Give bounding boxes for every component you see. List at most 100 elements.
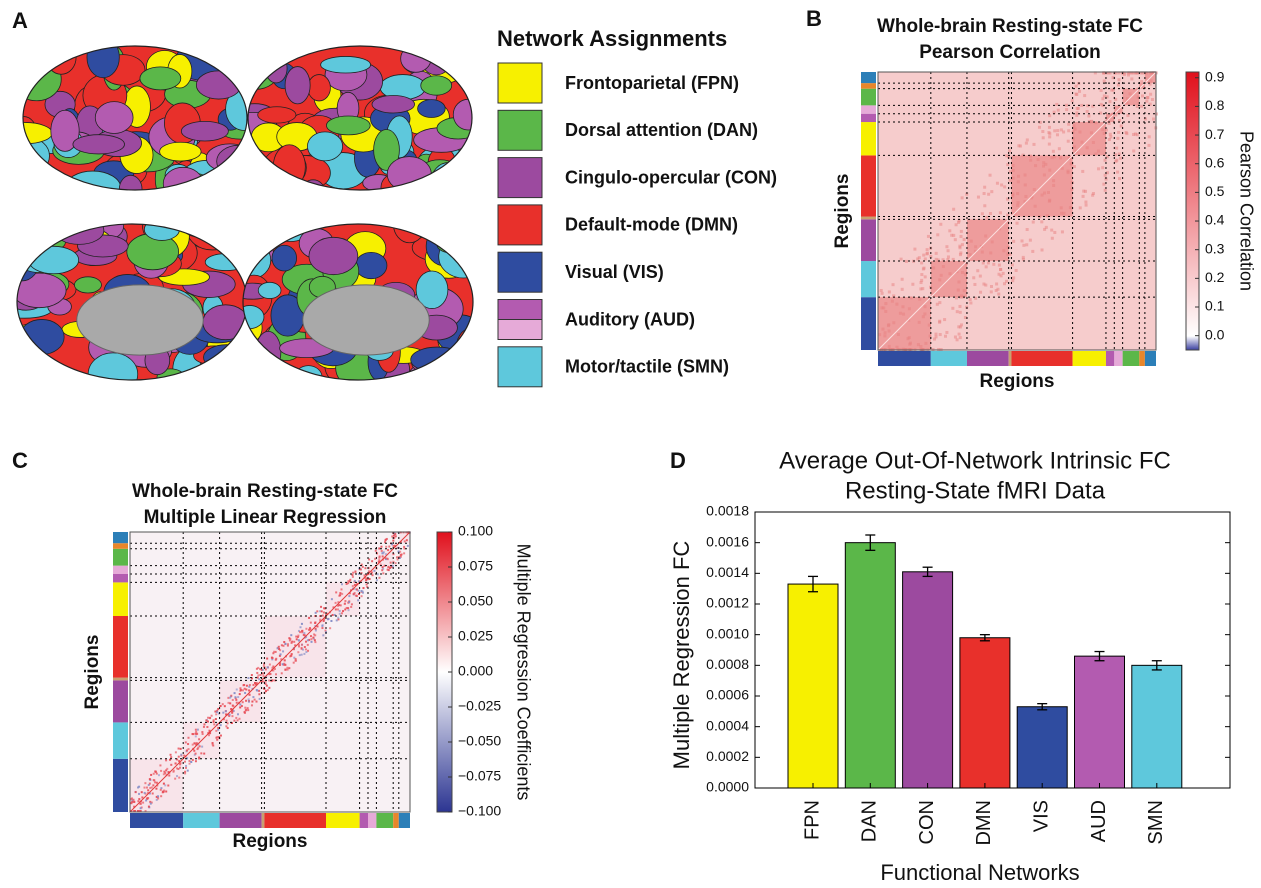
legend-swatch <box>497 346 543 388</box>
heatmap-cell <box>209 732 212 735</box>
heatmap-cell <box>299 631 302 634</box>
heatmap-cell <box>371 560 374 563</box>
heatmap-cell <box>260 668 263 671</box>
heatmap-cell <box>288 667 291 670</box>
network-strip <box>261 813 265 828</box>
heatmap-cell <box>1117 152 1121 156</box>
heatmap-cell <box>901 305 905 309</box>
x-tick-label: VIS <box>1030 800 1052 832</box>
heatmap-cell <box>357 573 360 576</box>
heatmap-cell <box>1084 203 1088 207</box>
heatmap-cell <box>999 268 1003 272</box>
heatmap-cell <box>960 196 964 200</box>
brain-parcel <box>307 74 331 102</box>
heatmap-cell <box>917 320 921 324</box>
heatmap-cell <box>962 289 966 293</box>
heatmap-cell <box>1028 154 1032 158</box>
heatmap-cell <box>1110 113 1114 117</box>
heatmap-cell <box>1008 149 1012 153</box>
heatmap-cell <box>1020 239 1024 243</box>
heatmap-cell <box>898 311 902 315</box>
heatmap-cell <box>151 792 154 795</box>
brain-parcel <box>371 95 415 114</box>
heatmap-cell <box>330 620 333 623</box>
heatmap-cell <box>164 772 167 775</box>
heatmap-cell <box>1147 143 1151 147</box>
heatmap-cell <box>1108 132 1112 136</box>
heatmap-cell <box>352 571 355 574</box>
brain-parcel <box>420 75 453 96</box>
panel-label: B <box>806 6 822 31</box>
heatmap-cell <box>314 621 317 624</box>
y-tick-label: 0.0014 <box>706 564 749 580</box>
brain-parcel <box>74 276 102 294</box>
heatmap-cell <box>1055 133 1059 137</box>
heatmap-cell <box>397 546 400 549</box>
legend-swatch <box>497 62 543 104</box>
heatmap-cell <box>282 644 285 647</box>
heatmap-cell <box>916 343 920 347</box>
heatmap-cell <box>913 247 917 251</box>
heatmap-cell <box>250 677 253 680</box>
heatmap-cell <box>193 749 196 752</box>
heatmap-cell <box>253 698 256 701</box>
heatmap-cell <box>280 672 283 675</box>
network-strip <box>376 813 394 828</box>
heatmap-cell <box>1040 220 1044 224</box>
heatmap-cell <box>979 290 983 294</box>
heatmap-cell <box>982 192 986 196</box>
x-axis-label: Regions <box>233 831 308 852</box>
colorbar-tick-label: 0.1 <box>1205 298 1225 314</box>
brain-parcel <box>186 224 238 251</box>
heatmap-cell <box>145 799 148 802</box>
network-strip <box>861 297 876 350</box>
heatmap-cell <box>139 802 142 805</box>
heatmap-cell <box>1105 171 1109 175</box>
heatmap-cell <box>1109 135 1113 139</box>
heatmap-cell <box>982 282 986 286</box>
heatmap-cell <box>300 643 303 646</box>
heatmap-cell <box>918 297 922 301</box>
heatmap-cell <box>314 641 317 644</box>
heatmap-cell <box>1084 200 1088 204</box>
heatmap-cell <box>895 302 899 306</box>
network-strip <box>1122 351 1140 366</box>
heatmap-cell <box>957 220 961 224</box>
heatmap-cell <box>941 265 945 269</box>
heatmap-cell <box>308 638 311 641</box>
heatmap-cell <box>264 690 267 693</box>
heatmap-cell <box>373 569 376 572</box>
heatmap-cell <box>1140 80 1144 84</box>
brain-parcel <box>326 115 371 136</box>
heatmap-cell <box>130 802 133 805</box>
heatmap-cell <box>1023 183 1027 187</box>
colorbar-tick-label: 0.2 <box>1205 269 1225 285</box>
heatmap-cell <box>1093 71 1097 75</box>
network-strip <box>1011 351 1073 366</box>
heatmap-cell <box>1011 279 1015 283</box>
heatmap-cell <box>286 668 289 671</box>
heatmap-cell <box>399 553 402 556</box>
heatmap-cell <box>257 674 260 677</box>
heatmap-cell <box>1025 227 1029 231</box>
heatmap-cell <box>1007 155 1011 159</box>
heatmap-cell <box>999 274 1003 278</box>
heatmap-cell <box>225 713 228 716</box>
heatmap-cell <box>958 325 962 329</box>
heatmap-cell <box>370 571 373 574</box>
heatmap-cell <box>211 743 214 746</box>
heatmap-cell <box>157 797 160 800</box>
heatmap-cell <box>941 258 945 262</box>
x-tick-label: SMN <box>1145 800 1167 844</box>
network-strip <box>113 680 128 723</box>
heatmap-cell <box>337 618 340 621</box>
colorbar-tick-label: 0.000 <box>458 663 493 679</box>
heatmap-cell <box>1076 106 1080 110</box>
heatmap-cell <box>326 618 329 621</box>
heatmap-cell <box>399 541 402 544</box>
heatmap-cell <box>399 555 402 558</box>
heatmap-cell <box>1052 155 1056 159</box>
heatmap-cell <box>278 663 281 666</box>
heatmap-cell <box>332 606 335 609</box>
heatmap-cell <box>255 667 258 670</box>
